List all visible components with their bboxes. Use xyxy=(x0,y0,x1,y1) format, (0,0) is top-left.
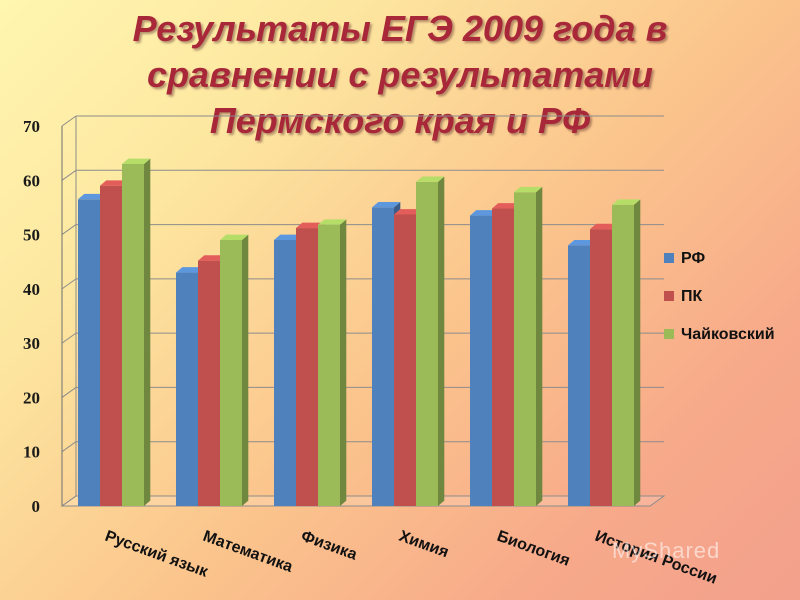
bar-top xyxy=(416,176,445,182)
bar-top xyxy=(492,203,521,209)
gridline-side xyxy=(61,224,77,235)
bar-ПК-История России xyxy=(590,229,612,506)
y-tick-label: 20 xyxy=(23,388,40,407)
gridline-side xyxy=(61,387,77,398)
y-tick-label: 30 xyxy=(23,334,40,353)
bar-side xyxy=(634,199,641,507)
bar-top xyxy=(394,209,423,215)
gridline-side xyxy=(61,441,77,453)
bar-ПК-Русский язык xyxy=(100,185,122,506)
legend-label: ПК xyxy=(681,288,703,305)
watermark-text: MyShared xyxy=(612,538,721,563)
legend-swatch xyxy=(664,329,674,339)
bar-side xyxy=(340,219,347,506)
bar-top xyxy=(612,199,641,205)
legend-label: Чайковский xyxy=(681,326,775,343)
y-tick-label: 40 xyxy=(23,280,40,299)
bar-РФ-Химия xyxy=(372,207,394,506)
bar-top xyxy=(78,193,107,200)
category-label: Математика xyxy=(201,528,295,576)
bar-top xyxy=(176,267,205,273)
bar-side xyxy=(144,158,151,506)
bar-РФ-История России xyxy=(568,245,590,506)
bar-top xyxy=(220,234,249,240)
category-label: Биология xyxy=(495,528,572,570)
gridline-side xyxy=(61,332,77,344)
y-tick-label: 10 xyxy=(23,443,40,462)
bar-РФ-Математика xyxy=(176,272,198,506)
category-label: Химия xyxy=(397,528,451,562)
gridline-side xyxy=(61,115,77,127)
bar-ПК-Математика xyxy=(198,260,220,506)
bar-РФ-Физика xyxy=(274,240,296,506)
y-tick-label: 50 xyxy=(23,226,40,245)
bar-top xyxy=(198,255,227,261)
bar-side xyxy=(438,176,445,506)
gridline-side xyxy=(61,278,77,290)
bar-Чайковский-Математика xyxy=(220,240,242,506)
bar-top xyxy=(122,158,151,164)
legend-swatch xyxy=(664,253,674,263)
bar-top xyxy=(568,240,597,246)
y-tick-label: 60 xyxy=(23,171,40,190)
bar-top xyxy=(318,219,347,225)
bar-top xyxy=(514,186,543,193)
bar-top xyxy=(296,222,325,229)
bar-ПК-Химия xyxy=(394,214,416,506)
category-label: Русский язык xyxy=(103,528,211,581)
bar-Чайковский-Химия xyxy=(416,181,438,506)
bar-side xyxy=(536,186,543,507)
bar-top xyxy=(372,202,401,208)
bar-Чайковский-Русский язык xyxy=(122,164,144,506)
category-label: Физика xyxy=(299,528,360,564)
gridline-side xyxy=(61,169,77,181)
bar-ПК-Биология xyxy=(492,208,514,506)
y-tick-label: 70 xyxy=(23,117,40,136)
bar-top xyxy=(470,210,499,216)
legend-label: РФ xyxy=(681,250,705,267)
bar-Чайковский-История России xyxy=(612,204,634,506)
bar-РФ-Русский язык xyxy=(78,199,100,507)
y-tick-label: 0 xyxy=(32,497,41,516)
chart-title: Результаты ЕГЭ 2009 года в сравнении с р… xyxy=(132,8,668,141)
bar-top xyxy=(100,180,129,186)
bar-РФ-Биология xyxy=(470,215,492,507)
bar-Чайковский-Физика xyxy=(318,224,340,507)
bar-top xyxy=(274,234,303,240)
bar-Чайковский-Биология xyxy=(514,192,536,506)
bar-side xyxy=(242,234,249,506)
legend-swatch xyxy=(664,291,674,301)
bar-top xyxy=(590,223,619,230)
bar-ПК-Физика xyxy=(296,228,318,507)
